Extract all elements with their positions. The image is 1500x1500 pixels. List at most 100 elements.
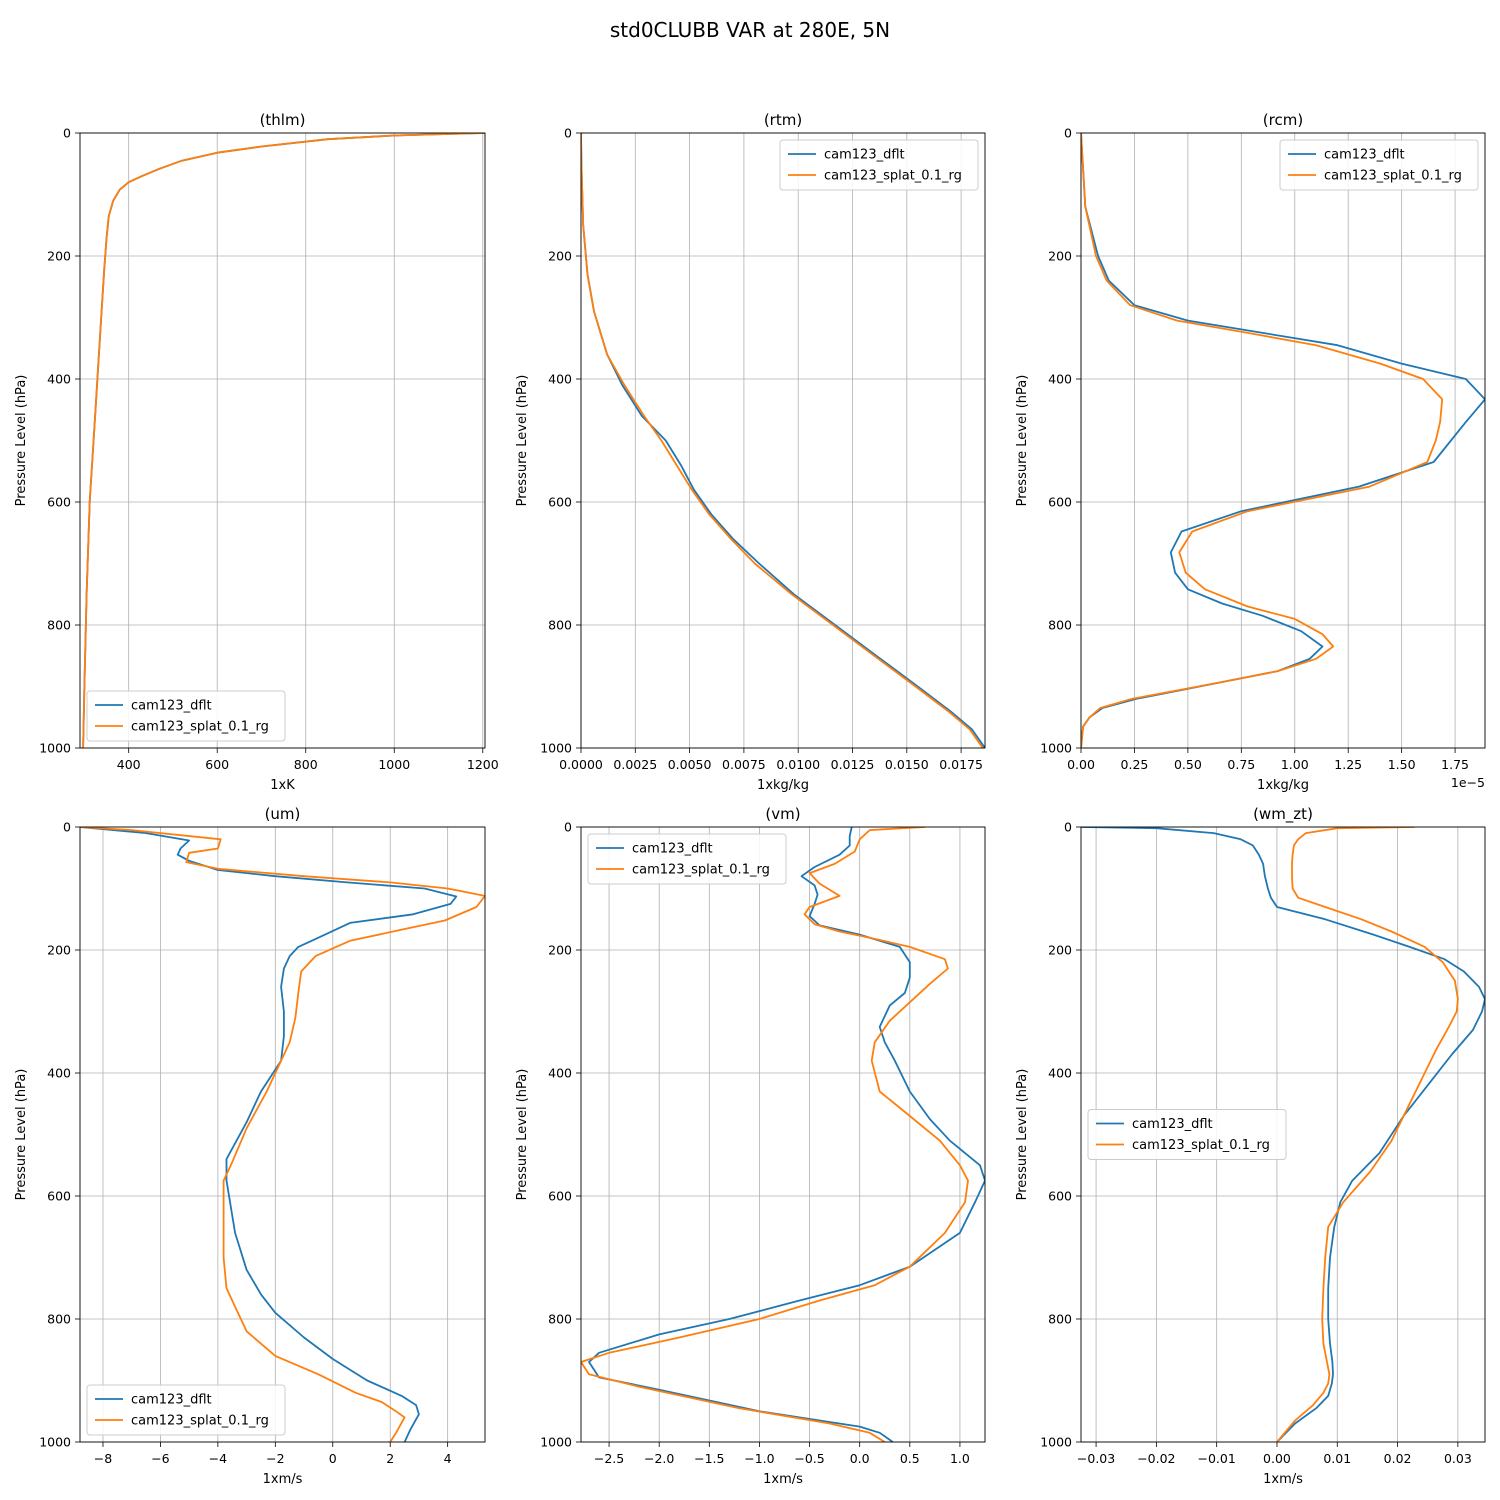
x-axis-label: 1xm/s (763, 1472, 803, 1487)
x-tick-label: 0.0125 (831, 757, 875, 772)
x-tick-label: 0.5 (900, 1451, 920, 1466)
x-offset-text: 1e−5 (1451, 775, 1485, 790)
legend-label: cam123_dflt (131, 1393, 212, 1408)
y-tick-label: 1000 (1040, 741, 1072, 756)
series-line-dflt (82, 133, 485, 748)
y-tick-label: 400 (548, 1066, 572, 1081)
y-tick-label: 800 (47, 1312, 71, 1327)
x-tick-label: 0.00 (1067, 757, 1095, 772)
x-tick-label: 0.03 (1444, 1451, 1472, 1466)
figure-title: std0CLUBB VAR at 280E, 5N (610, 18, 890, 42)
legend: cam123_dflt cam123_splat_0.1_rg (86, 690, 286, 742)
legend-box (86, 1384, 286, 1436)
legend-box (587, 833, 787, 885)
legend-label: cam123_splat_0.1_rg (131, 720, 269, 735)
x-axis-label: 1xkg/kg (1257, 778, 1309, 793)
x-tick-label: 800 (294, 757, 318, 772)
y-tick-label: 600 (47, 495, 71, 510)
y-tick-label: 200 (548, 943, 572, 958)
series-line-dflt (80, 827, 458, 1442)
legend-box (779, 139, 979, 191)
x-tick-label: −2.5 (594, 1451, 624, 1466)
y-tick-label: 400 (1048, 372, 1072, 387)
legend-label: cam123_splat_0.1_rg (632, 863, 770, 878)
legend-label: cam123_dflt (1132, 1117, 1213, 1132)
panel-title: (vm) (765, 805, 800, 823)
y-tick-label: 200 (1048, 943, 1072, 958)
y-axis-label: Pressure Level (hPa) (1015, 1069, 1030, 1201)
y-tick-label: 0 (564, 126, 572, 141)
series-line-dflt (588, 827, 985, 1442)
y-tick-label: 0 (1064, 126, 1072, 141)
y-tick-label: 400 (1048, 1066, 1072, 1081)
x-tick-label: 1.75 (1441, 757, 1469, 772)
legend-box (1087, 1109, 1287, 1160)
axes-frame (580, 826, 986, 1443)
y-tick-label: 800 (1048, 1312, 1072, 1327)
series-line-splat (82, 133, 485, 748)
legend-label: cam123_dflt (632, 842, 713, 857)
x-tick-label: 0.50 (1174, 757, 1202, 772)
y-tick-label: 800 (1048, 618, 1072, 633)
x-tick-label: 0.00 (1263, 1451, 1291, 1466)
series-line-splat (581, 133, 984, 748)
x-tick-label: 0.25 (1121, 757, 1149, 772)
y-axis-label: Pressure Level (hPa) (14, 375, 29, 507)
x-tick-label: −0.02 (1137, 1451, 1175, 1466)
legend: cam123_dflt cam123_splat_0.1_rg (587, 833, 787, 885)
y-tick-label: 400 (548, 372, 572, 387)
x-tick-label: 0.02 (1384, 1451, 1412, 1466)
series-line-splat (1276, 827, 1459, 1442)
y-tick-label: 600 (47, 1189, 71, 1204)
x-axis-label: 1xK (270, 778, 295, 793)
x-axis-label: 1xm/s (263, 1472, 303, 1487)
y-tick-label: 800 (548, 1312, 572, 1327)
x-tick-label: 0.0 (850, 1451, 870, 1466)
axes-frame (79, 826, 486, 1443)
y-axis-label: Pressure Level (hPa) (515, 1069, 530, 1201)
y-tick-label: 200 (47, 249, 71, 264)
legend: cam123_dflt cam123_splat_0.1_rg (779, 139, 979, 191)
y-axis-label: Pressure Level (hPa) (515, 375, 530, 507)
x-tick-label: 0.0100 (776, 757, 820, 772)
panel-1: 0.0000 0.0025 0.0050 0.0075 0.0100 0.0125 0.01… (515, 111, 986, 793)
x-tick-label: 1200 (467, 757, 499, 772)
legend: cam123_dflt cam123_splat_0.1_rg (1279, 139, 1479, 191)
x-tick-label: 0 (329, 1451, 337, 1466)
axes-frame (580, 132, 986, 749)
legend: cam123_dflt cam123_splat_0.1_rg (86, 1384, 286, 1436)
y-tick-label: 0 (1064, 820, 1072, 835)
panel-title: (thlm) (260, 111, 306, 129)
legend-box (86, 690, 286, 742)
x-tick-label: 0.0050 (668, 757, 712, 772)
panel-4: −2.5 −2.0 −1.5 −1.0 −0.5 0.0 0.5 1.0 0 200 400 600 8… (515, 805, 986, 1487)
series-line-dflt (581, 133, 985, 748)
x-axis-label: 1xm/s (1263, 1472, 1303, 1487)
panel-0: 400 600 800 1000 1200 0 200 400 600 800 1000 (thlm)… (14, 111, 499, 793)
panel-title: (rcm) (1263, 111, 1303, 129)
panel-title: (rtm) (764, 111, 802, 129)
x-tick-label: −8 (94, 1451, 112, 1466)
x-tick-label: −2.0 (644, 1451, 674, 1466)
x-tick-label: −1.5 (694, 1451, 724, 1466)
legend: cam123_dflt cam123_splat_0.1_rg (1087, 1109, 1287, 1160)
legend-label: cam123_dflt (1324, 148, 1405, 163)
panel-title: (wm_zt) (1253, 805, 1313, 824)
x-tick-label: 0.0000 (559, 757, 603, 772)
y-tick-label: 1000 (1040, 1435, 1072, 1450)
y-tick-label: 0 (63, 820, 71, 835)
y-axis-label: Pressure Level (hPa) (14, 1069, 29, 1201)
y-tick-label: 1000 (39, 1435, 71, 1450)
x-tick-label: 1.25 (1334, 757, 1362, 772)
y-tick-label: 800 (548, 618, 572, 633)
x-tick-label: −0.5 (794, 1451, 824, 1466)
x-tick-label: 0.0175 (939, 757, 983, 772)
y-tick-label: 1000 (540, 741, 572, 756)
x-tick-label: 1.0 (950, 1451, 970, 1466)
axes-frame (1080, 826, 1486, 1443)
x-tick-label: 0.01 (1323, 1451, 1351, 1466)
series-line-splat (581, 827, 969, 1442)
x-tick-label: 0.0150 (885, 757, 929, 772)
legend-label: cam123_splat_0.1_rg (824, 169, 962, 184)
